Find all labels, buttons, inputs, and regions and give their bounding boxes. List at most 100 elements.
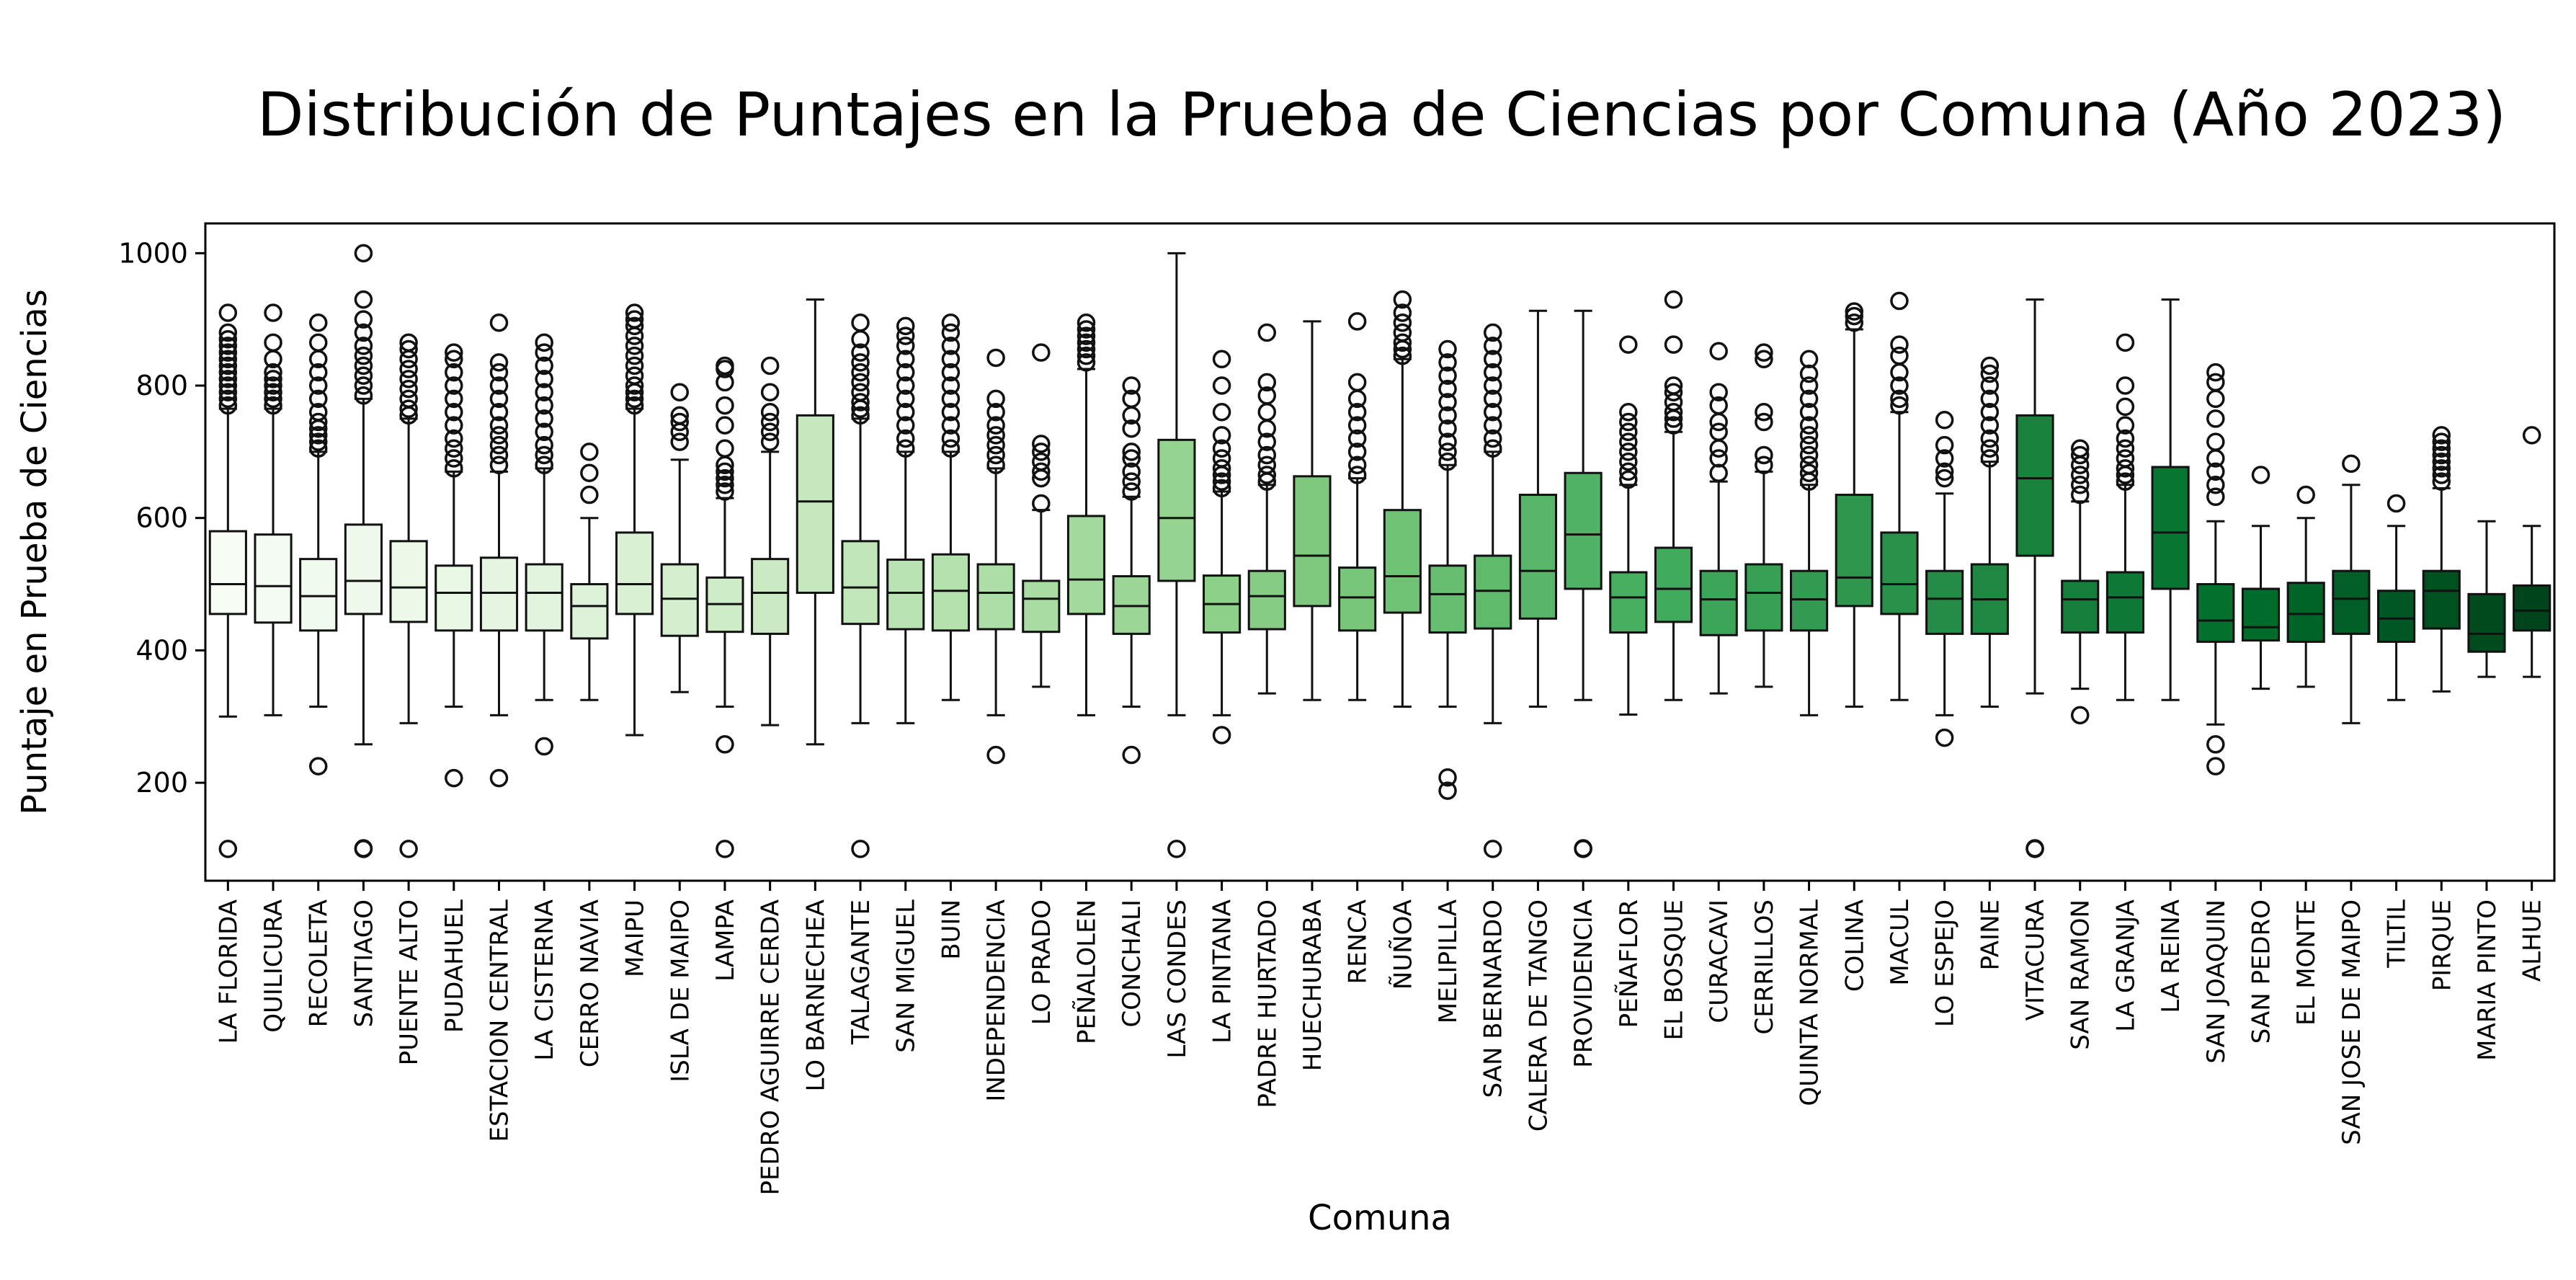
outlier-point <box>489 445 509 465</box>
outlier-point <box>2025 839 2044 858</box>
outlier-point <box>1709 412 1728 432</box>
box-3 <box>299 314 338 775</box>
x-tick-label: PADRE HURTADO <box>1253 899 1282 1108</box>
box-iqr <box>2196 583 2235 643</box>
x-tick-label: EL BOSQUE <box>1660 899 1689 1040</box>
box-28 <box>1428 339 1467 800</box>
outlier-point <box>2116 459 2135 478</box>
outlier-point <box>218 389 238 409</box>
outlier-point <box>1483 416 1502 435</box>
x-tick-label: QUILICURA <box>259 899 288 1033</box>
box-31 <box>1564 309 1603 858</box>
outlier-point <box>986 389 1005 409</box>
outlier-point <box>941 403 961 422</box>
outlier-point <box>218 337 238 355</box>
outlier-point <box>1483 350 1502 369</box>
outlier-point <box>1257 323 1277 342</box>
outlier-point <box>896 429 915 448</box>
outlier-point <box>399 389 418 409</box>
outlier-point <box>1347 416 1367 435</box>
outlier-point <box>986 435 1005 455</box>
outlier-point <box>2432 426 2451 445</box>
outlier-point <box>1890 291 1909 311</box>
outlier-point <box>354 310 373 329</box>
x-tick-label: CALERA DE TANGO <box>1524 899 1553 1132</box>
outlier-point <box>445 403 463 422</box>
outlier-point <box>1483 376 1502 395</box>
outlier-point <box>580 443 599 461</box>
outlier-point <box>1212 350 1231 369</box>
outlier-point <box>1122 389 1141 409</box>
outlier-point <box>308 314 328 332</box>
box-47 <box>2286 485 2325 688</box>
outlier-point <box>218 329 238 349</box>
outlier-point <box>760 432 780 451</box>
x-tick-label: LA PINTANA <box>1208 899 1237 1044</box>
outlier-point <box>2116 429 2135 448</box>
outlier-point <box>851 406 870 425</box>
x-tick-label: ISLA DE MAIPO <box>666 899 695 1083</box>
x-tick-label: ESTACION CENTRAL <box>486 899 514 1142</box>
outlier-point <box>1574 839 1592 858</box>
outlier-point <box>1122 419 1141 438</box>
box-42 <box>2061 439 2100 725</box>
box-iqr <box>2015 414 2054 557</box>
box-iqr <box>434 564 473 632</box>
outlier-point <box>1483 429 1502 448</box>
outlier-point <box>851 383 870 401</box>
outlier-point <box>445 350 463 369</box>
outlier-point <box>1890 396 1909 415</box>
outlier-point <box>1980 403 2000 422</box>
outlier-point <box>1799 403 1819 422</box>
outlier-point <box>1980 376 2000 395</box>
box-27 <box>1383 290 1422 708</box>
outlier-point <box>1980 429 2000 448</box>
x-tick-label: PEÑAFLOR <box>1615 899 1644 1028</box>
x-tick-label: MELIPILLA <box>1434 899 1463 1023</box>
outlier-point <box>1438 781 1457 800</box>
x-tick-label: LA FLORIDA <box>214 899 243 1044</box>
box-51 <box>2467 520 2506 678</box>
outlier-point <box>354 366 373 385</box>
outlier-point <box>354 839 373 858</box>
x-tick-label: LA CISTERNA <box>530 899 559 1061</box>
outlier-point <box>2070 439 2090 458</box>
outlier-point <box>1980 389 2000 409</box>
box-iqr <box>2286 582 2325 643</box>
box-20 <box>1066 314 1106 716</box>
outlier-point <box>308 333 328 352</box>
outlier-point <box>2342 454 2361 474</box>
outlier-point <box>308 439 328 458</box>
box-13 <box>751 356 790 726</box>
outlier-point <box>445 376 463 395</box>
outlier-point <box>1077 314 1096 332</box>
x-tick-label: BUIN <box>937 899 966 960</box>
outlier-point <box>1709 422 1728 442</box>
outlier-point <box>580 463 599 482</box>
outlier-point <box>218 840 238 858</box>
box-iqr <box>2377 590 2416 643</box>
outlier-point <box>2070 476 2090 494</box>
outlier-point <box>670 383 690 401</box>
outlier-point <box>1347 429 1367 448</box>
outlier-point <box>1032 435 1051 453</box>
outlier-point <box>445 389 463 409</box>
outlier-point <box>1347 373 1367 392</box>
box-iqr <box>1835 494 1873 608</box>
outlier-point <box>399 360 418 378</box>
outlier-point <box>1122 449 1141 468</box>
box-39 <box>1925 411 1964 747</box>
box-iqr <box>1383 509 1422 614</box>
outlier-point <box>1619 462 1638 481</box>
outlier-point <box>489 389 509 409</box>
outlier-point <box>1890 389 1909 409</box>
outlier-point <box>308 389 328 409</box>
outlier-point <box>851 353 870 372</box>
outlier-point <box>218 303 238 322</box>
box-iqr <box>2467 592 2506 653</box>
x-tick-label: PEDRO AGUIRRE CERDA <box>757 899 785 1196</box>
outlier-point <box>625 389 644 409</box>
outlier-point <box>1438 419 1457 438</box>
outlier-point <box>218 323 238 342</box>
outlier-point <box>218 343 238 362</box>
